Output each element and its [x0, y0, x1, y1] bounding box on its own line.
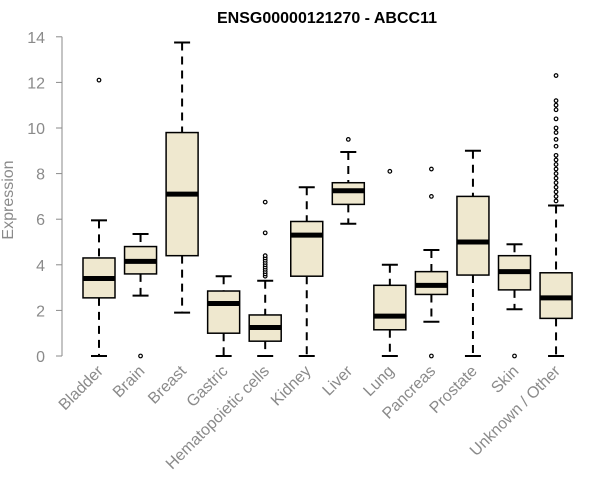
outlier-point — [345, 136, 351, 142]
box-2 — [165, 41, 199, 314]
box-0 — [82, 77, 116, 357]
box-iqr — [290, 220, 324, 277]
outlier-point — [553, 184, 559, 190]
box-8 — [414, 166, 449, 359]
outlier-point — [553, 130, 559, 135]
y-axis: 0 2 4 6 8 10 12 14 — [27, 30, 63, 366]
box-4 — [248, 199, 282, 357]
outlier-point — [262, 199, 268, 205]
y-tick-label: 10 — [27, 121, 45, 138]
outlier-point — [553, 152, 559, 158]
box-11 — [539, 73, 573, 357]
outlier-point — [512, 353, 517, 359]
box-3 — [206, 275, 241, 357]
outlier-point — [262, 253, 268, 259]
outlier-point — [553, 180, 559, 186]
outlier-point — [553, 98, 559, 104]
y-axis-label: Expression — [0, 160, 17, 239]
chart-title: ENSG00000121270 - ABCC11 — [217, 10, 437, 27]
y-tick-label: 8 — [36, 167, 45, 184]
outlier-point — [553, 102, 559, 108]
outlier-point — [553, 162, 559, 167]
box-iqr — [456, 195, 490, 276]
x-tick-label: Kidney — [268, 363, 315, 410]
x-tick-label: Lung — [360, 363, 397, 400]
outlier-point — [553, 143, 559, 149]
y-tick-label: 0 — [36, 349, 45, 366]
y-tick-label: 14 — [27, 30, 45, 47]
y-tick-label: 2 — [36, 303, 45, 320]
outlier-point — [553, 193, 559, 199]
outlier-point — [96, 77, 102, 83]
outlier-point — [138, 353, 143, 359]
x-tick-label: Bladder — [56, 362, 107, 413]
outlier-point — [553, 175, 559, 181]
box-1 — [123, 233, 158, 359]
box-iqr — [206, 290, 241, 334]
x-tick-label: Skin — [488, 363, 522, 397]
outlier-point — [553, 171, 559, 177]
box-9 — [456, 149, 490, 357]
outlier-point — [553, 125, 559, 131]
box-iqr — [373, 284, 407, 331]
x-tick-label: Liver — [320, 362, 357, 399]
outlier-point — [553, 157, 559, 163]
boxes-group — [82, 41, 573, 359]
outlier-point — [553, 189, 559, 195]
box-6 — [331, 136, 366, 225]
outlier-point — [429, 353, 434, 359]
outlier-point — [262, 230, 268, 236]
y-tick-label: 12 — [27, 75, 45, 92]
outlier-point — [553, 116, 559, 122]
box-10 — [497, 243, 532, 359]
outlier-point — [553, 73, 559, 78]
outlier-point — [387, 168, 393, 174]
outlier-point — [553, 166, 559, 172]
box-iqr — [331, 181, 366, 206]
outlier-point — [553, 136, 559, 142]
y-tick-label: 4 — [36, 258, 45, 275]
x-tick-label: Brain — [110, 363, 148, 401]
outlier-point — [553, 107, 559, 113]
x-tick-label: Breast — [145, 362, 190, 407]
box-5 — [290, 186, 324, 357]
y-tick-label: 6 — [36, 212, 45, 229]
outlier-point — [553, 198, 559, 204]
outlier-point — [429, 166, 434, 172]
box-7 — [373, 168, 407, 357]
outlier-point — [429, 193, 434, 199]
